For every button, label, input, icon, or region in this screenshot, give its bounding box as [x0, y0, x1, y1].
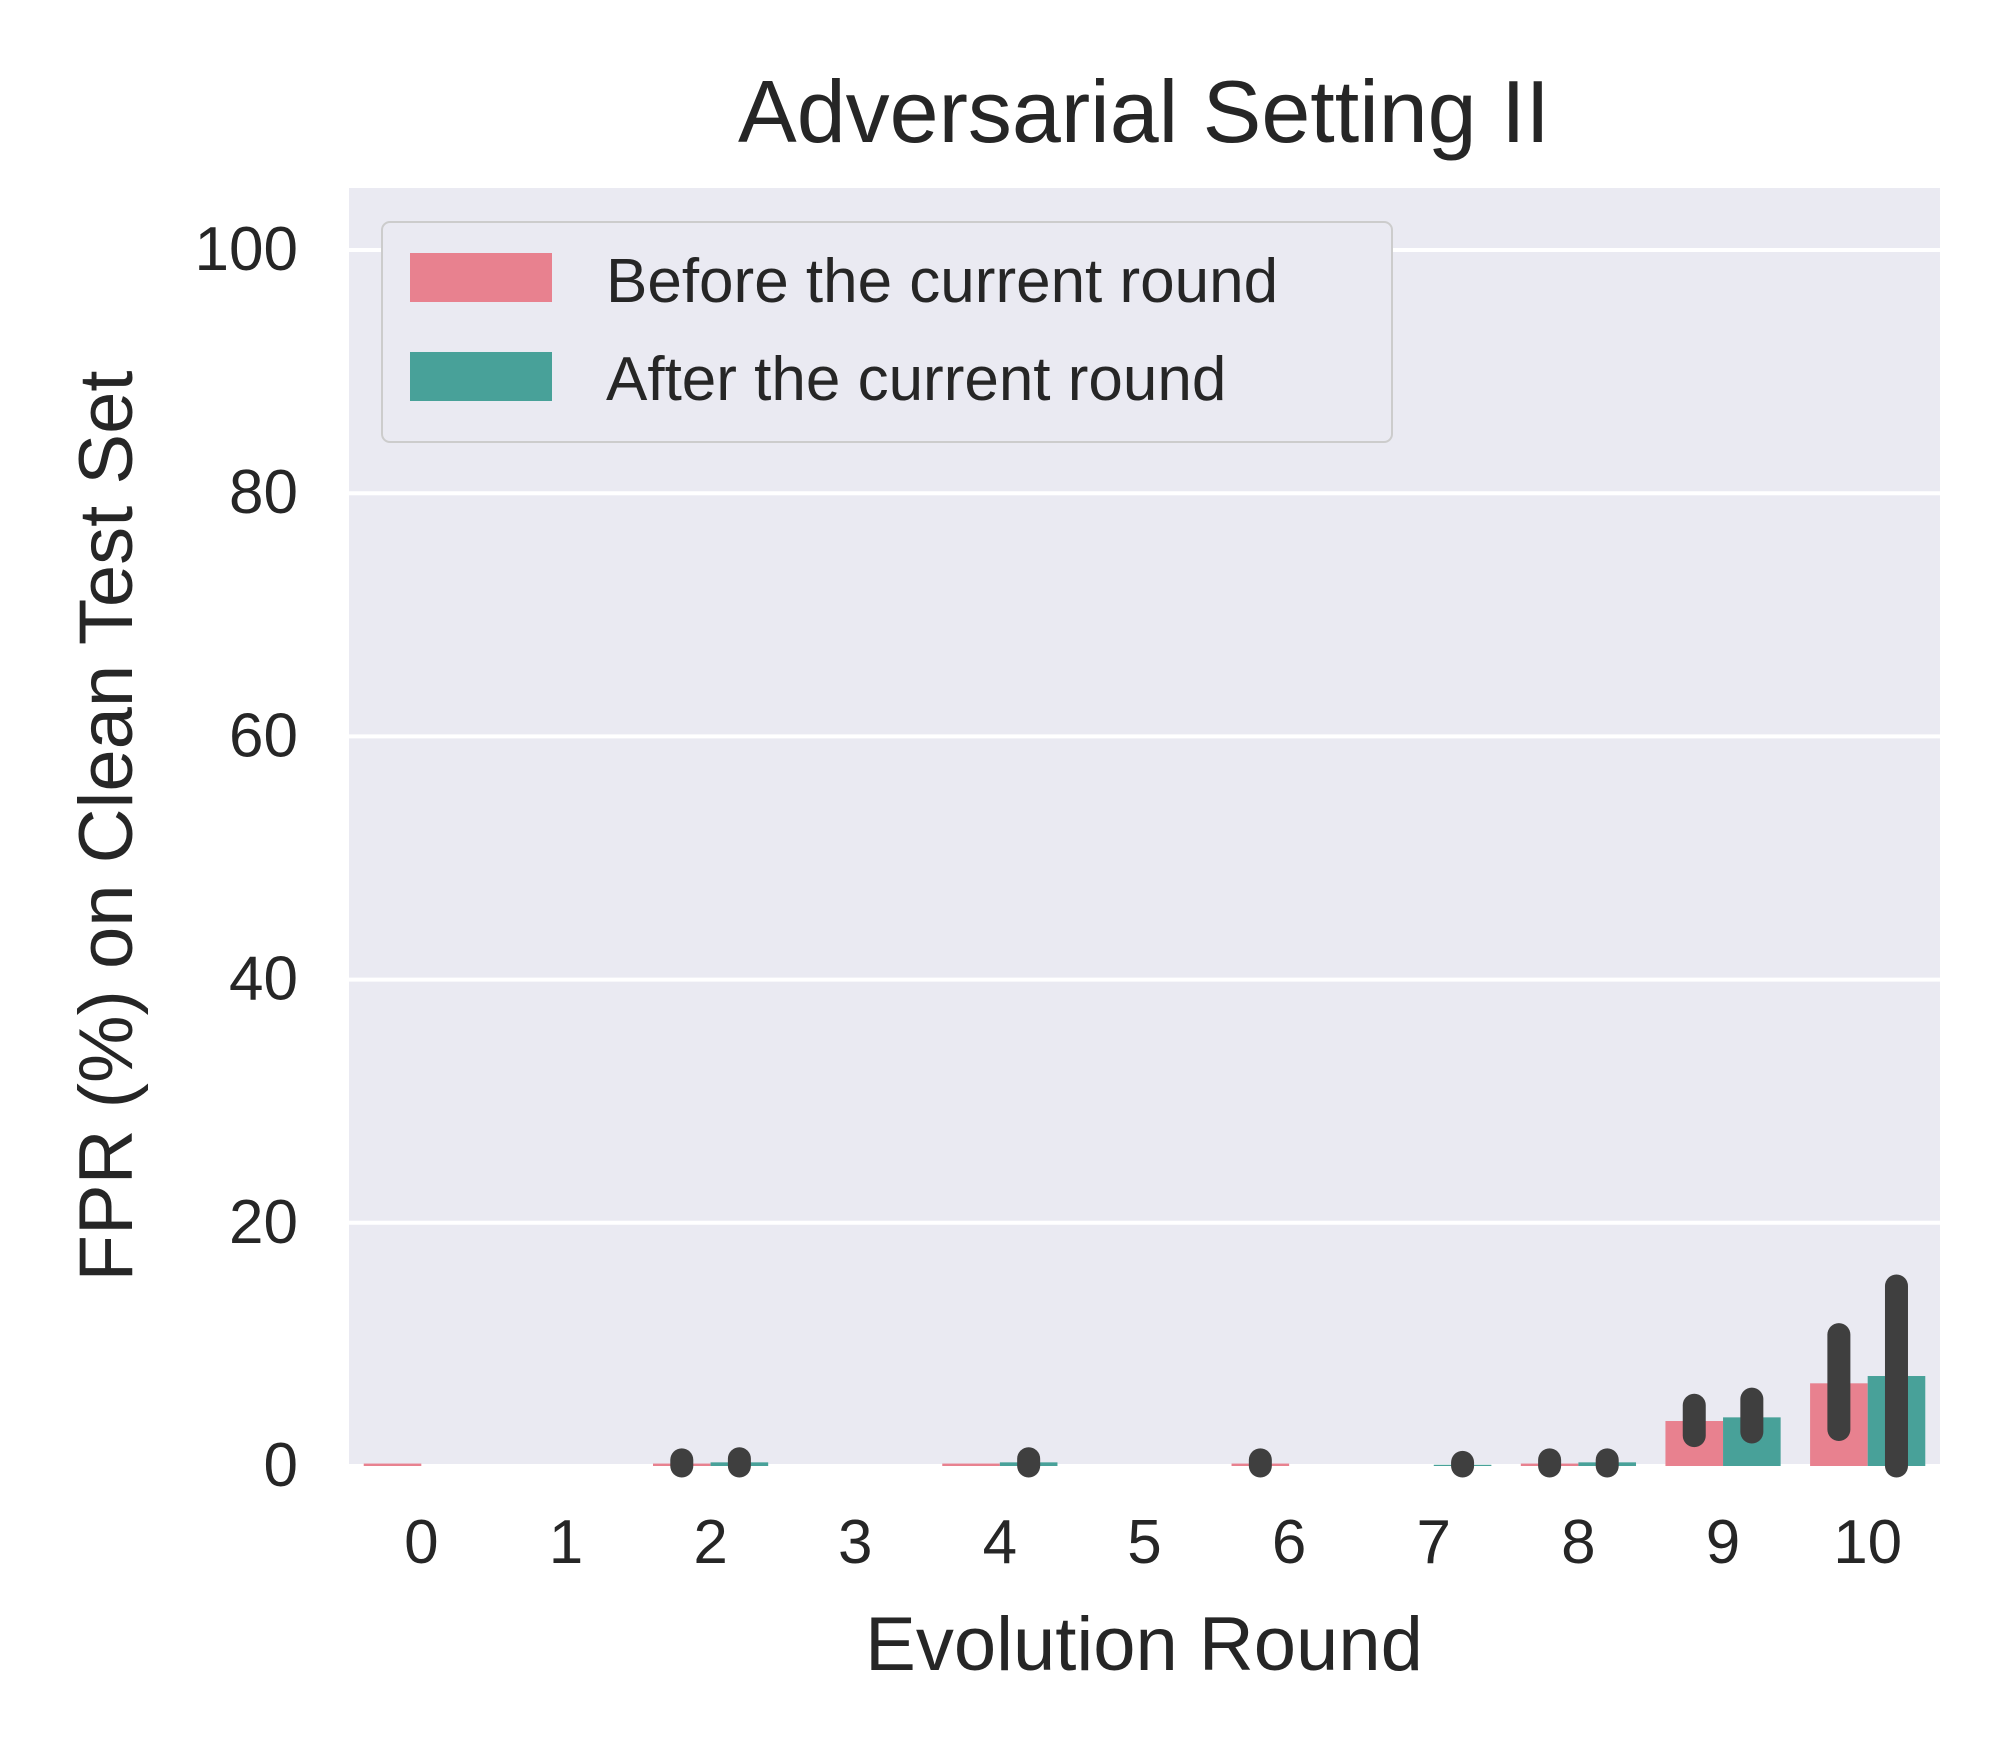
- x-tick-label-2: 2: [693, 1508, 727, 1577]
- x-tick-label-3: 3: [838, 1508, 872, 1577]
- y-tick-label-100: 100: [195, 215, 298, 284]
- y-axis-label: FPR (%) on Clean Test Set: [64, 371, 149, 1282]
- chart-title: Adversarial Setting II: [738, 62, 1550, 161]
- bar-before-round-4: [942, 1463, 1000, 1466]
- x-tick-label-6: 6: [1272, 1508, 1306, 1577]
- x-tick-label-7: 7: [1417, 1508, 1451, 1577]
- bar-before-round-0: [363, 1463, 422, 1466]
- legend-swatch-before: [410, 253, 552, 302]
- x-axis-ticks: 0 1 2 3 4 5 6 7 8 9 10: [404, 1508, 1902, 1577]
- x-tick-label-8: 8: [1561, 1508, 1595, 1577]
- y-tick-label-40: 40: [229, 945, 298, 1014]
- legend-swatch-after: [410, 352, 552, 401]
- x-tick-label-1: 1: [549, 1508, 583, 1577]
- legend-label-before: Before the current round: [606, 247, 1278, 316]
- legend-frame: [381, 221, 1393, 443]
- legend-label-after: After the current round: [606, 345, 1226, 414]
- legend: Before the current round After the curre…: [381, 221, 1393, 443]
- y-axis-ticks: 0 20 40 60 80 100: [195, 215, 298, 1500]
- x-tick-label-4: 4: [983, 1508, 1017, 1577]
- y-tick-label-80: 80: [229, 458, 298, 527]
- x-axis-label: Evolution Round: [865, 1602, 1423, 1687]
- error-bars: [670, 1274, 1908, 1478]
- y-tick-label-0: 0: [264, 1431, 298, 1500]
- y-tick-label-20: 20: [229, 1188, 298, 1257]
- y-tick-label-60: 60: [229, 701, 298, 770]
- x-tick-label-0: 0: [404, 1508, 438, 1577]
- x-tick-label-9: 9: [1706, 1508, 1740, 1577]
- x-tick-label-5: 5: [1127, 1508, 1161, 1577]
- x-tick-label-10: 10: [1833, 1508, 1902, 1577]
